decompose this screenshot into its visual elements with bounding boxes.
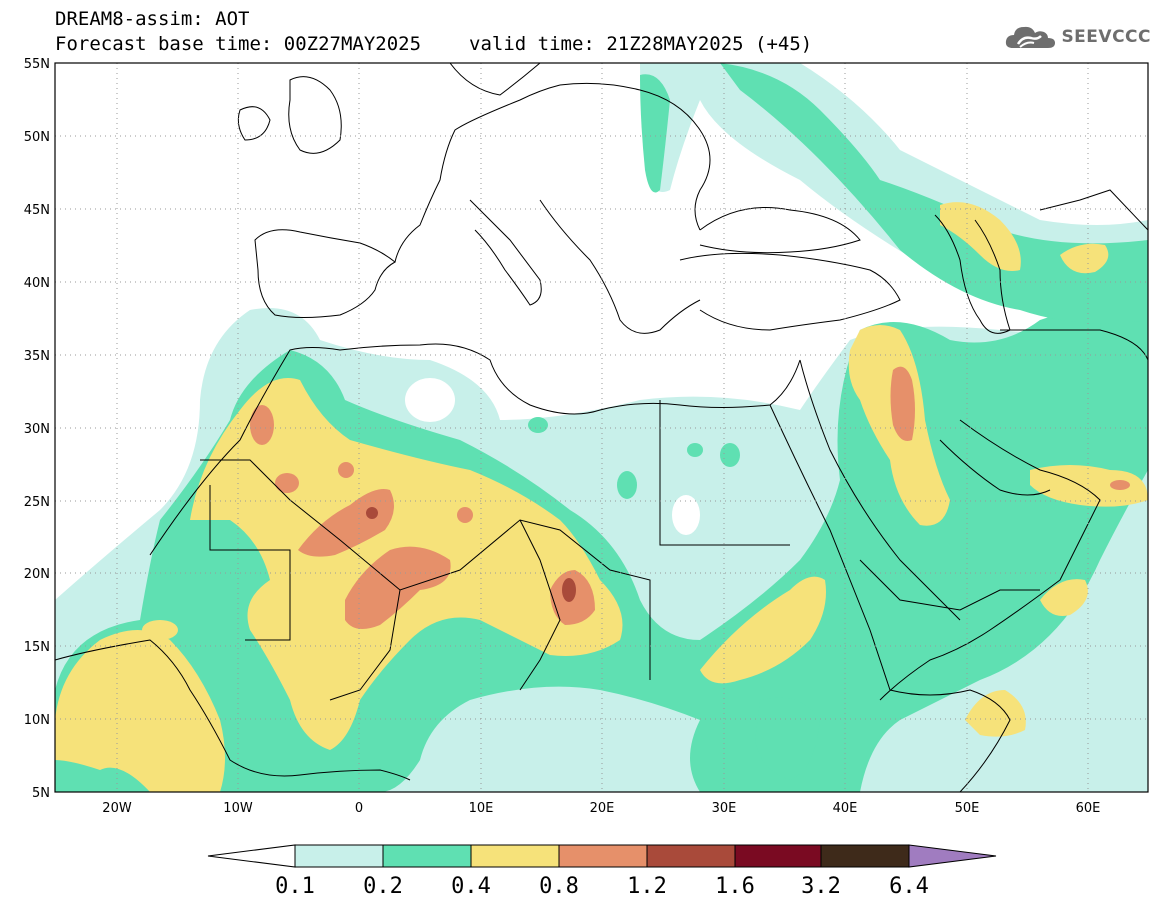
lon-label: 20E <box>590 801 615 816</box>
colorbar-label: 0.1 <box>275 874 315 899</box>
lat-label: 50N <box>24 130 50 145</box>
colorbar-label: 0.4 <box>451 874 491 899</box>
lat-label: 35N <box>24 349 50 364</box>
colorbar-swatch <box>294 844 384 868</box>
lat-label: 40N <box>24 276 50 291</box>
lon-label: 0 <box>355 801 363 816</box>
colorbar-swatch <box>558 844 648 868</box>
lon-label: 10W <box>223 801 253 816</box>
lat-label: 45N <box>24 203 50 218</box>
colorbar-label: 6.4 <box>889 874 929 899</box>
lon-label: 50E <box>955 801 980 816</box>
graticule <box>55 63 1148 792</box>
colorbar-swatch <box>470 844 560 868</box>
lon-label: 20W <box>102 801 132 816</box>
lon-label: 30E <box>712 801 737 816</box>
colorbar-label: 0.8 <box>539 874 579 899</box>
colorbar-label: 0.2 <box>363 874 403 899</box>
longitude-labels: 20W 10W 0 10E 20E 30E 40E 50E 60E <box>102 801 1100 816</box>
lat-label: 5N <box>32 786 50 801</box>
lat-label: 30N <box>24 422 50 437</box>
base-time: Forecast base time: 00Z27MAY2025 <box>55 33 422 55</box>
map-frame <box>54 62 1149 793</box>
colorbar-upper-arrow <box>908 844 997 868</box>
lat-label: 20N <box>24 567 50 582</box>
lat-label: 55N <box>24 57 50 72</box>
colorbar-label: 1.2 <box>627 874 667 899</box>
colorbar-swatch <box>646 844 736 868</box>
lon-label: 10E <box>469 801 494 816</box>
lat-label: 10N <box>24 713 50 728</box>
valid-time: valid time: 21Z28MAY2025 (+45) <box>469 33 813 55</box>
colorbar-swatch <box>382 844 472 868</box>
latitude-labels: 55N 50N 45N 40N 35N 30N 25N 20N 15N 10N … <box>24 57 50 801</box>
chart-title: DREAM8-assim: AOT <box>55 8 250 30</box>
colorbar-label: 1.6 <box>715 874 755 899</box>
cloud-logo-icon <box>1006 26 1056 48</box>
aot-contours <box>55 63 1148 792</box>
colorbar-swatch <box>820 844 910 868</box>
lat-label: 25N <box>24 495 50 510</box>
time-line: Forecast base time: 00Z27MAY2025 valid ti… <box>55 33 812 55</box>
logo-text: SEEVCCC <box>1061 27 1151 47</box>
colorbar: 0.1 0.2 0.4 0.8 1.2 1.6 3.2 6.4 <box>207 844 997 899</box>
lon-label: 40E <box>833 801 858 816</box>
lat-label: 15N <box>24 640 50 655</box>
seevccc-logo: SEEVCCC <box>1003 22 1151 52</box>
colorbar-swatch <box>734 844 822 868</box>
coastlines <box>55 63 1148 792</box>
colorbar-lower-arrow <box>207 844 296 868</box>
colorbar-label: 3.2 <box>801 874 841 899</box>
lon-label: 60E <box>1076 801 1101 816</box>
